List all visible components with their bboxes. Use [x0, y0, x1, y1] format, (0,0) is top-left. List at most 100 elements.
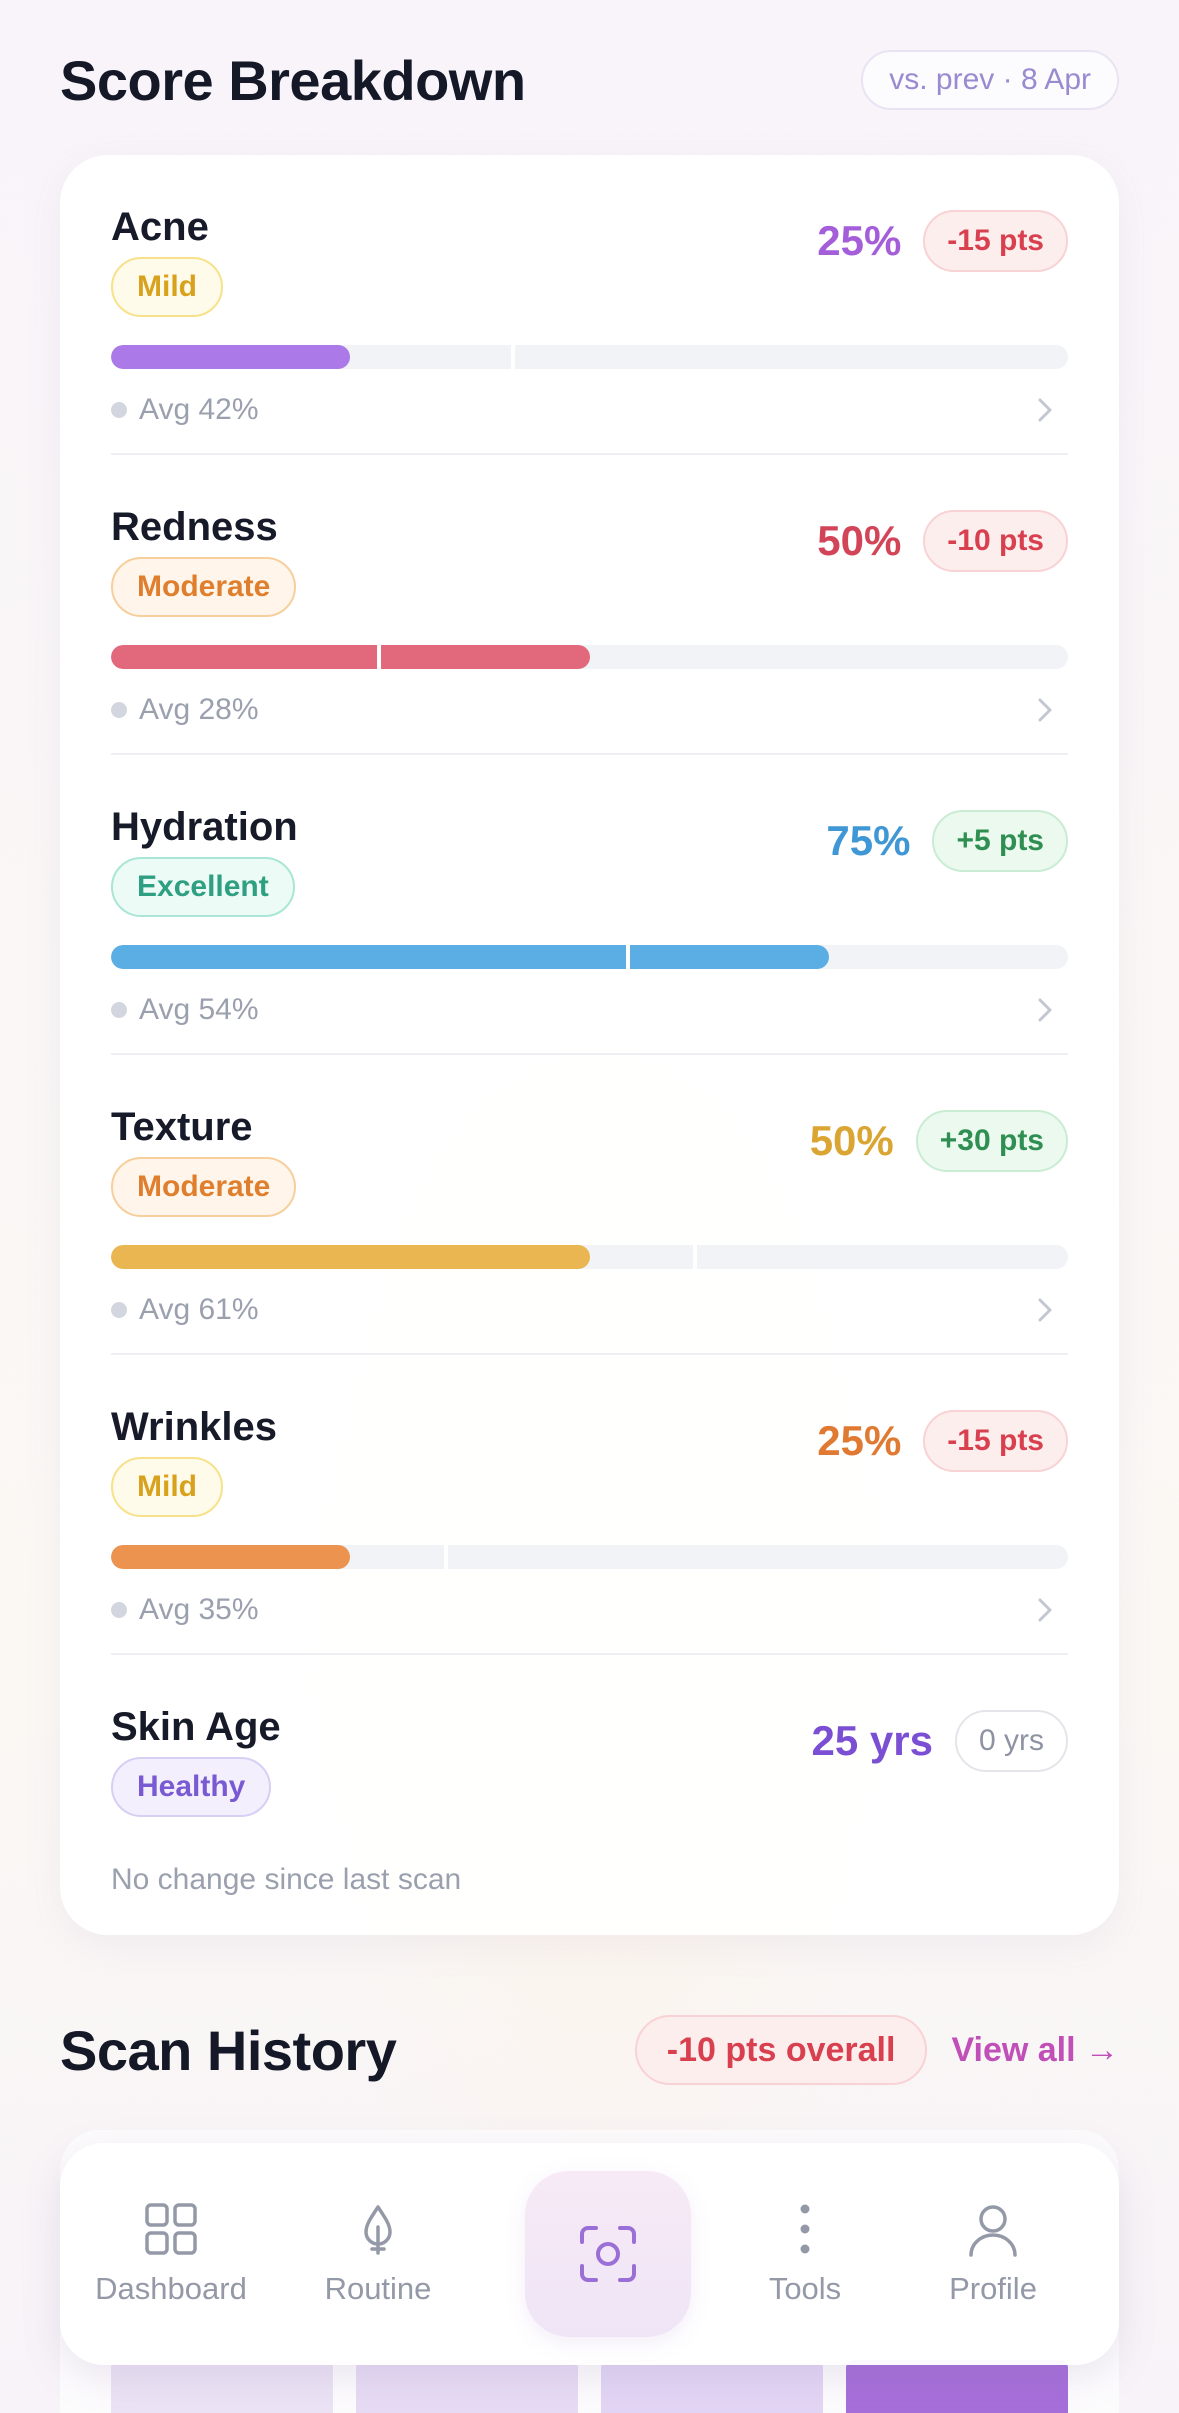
metric-progress-fill	[111, 1245, 590, 1269]
metric-delta: -15 pts	[923, 210, 1068, 272]
drop-icon	[364, 2205, 392, 2255]
metric-score: 25%	[817, 1417, 902, 1464]
metric-average-label: Avg 61%	[139, 1293, 259, 1326]
scan-button[interactable]	[525, 2171, 691, 2337]
metric-progress-fill	[111, 945, 829, 969]
dot-icon	[111, 402, 127, 418]
metric-wrinkles[interactable]: Wrinkles Mild 25% -15 pts Avg 35%	[111, 1355, 1068, 1655]
metric-average: Avg 61%	[111, 1293, 259, 1327]
metric-score-group: 25% -15 pts	[817, 1410, 1068, 1472]
metric-name: Hydration	[111, 805, 298, 849]
metric-badge: Moderate	[111, 1157, 297, 1217]
dot-icon	[111, 702, 127, 718]
metric-badge: Excellent	[111, 857, 295, 917]
metric-score: 25 yrs	[811, 1717, 933, 1764]
metric-name: Skin Age	[111, 1705, 281, 1749]
metric-skin-age[interactable]: Skin Age Healthy 25 yrs 0 yrs No change …	[111, 1655, 1068, 1935]
history-actions: -10 pts overall View all →	[634, 2015, 1119, 2085]
metric-delta: +5 pts	[932, 810, 1068, 872]
metric-score: 75%	[826, 817, 911, 864]
metric-delta: +30 pts	[915, 1110, 1068, 1172]
metric-average: Avg 54%	[111, 993, 259, 1027]
metric-name: Redness	[111, 505, 278, 549]
nav-label: Tools	[768, 2271, 842, 2306]
metric-acne[interactable]: Acne Mild 25% -15 pts Avg 42%	[111, 155, 1068, 455]
metric-note: No change since last scan	[111, 1863, 462, 1896]
metric-delta: -15 pts	[923, 1410, 1068, 1472]
metric-progress-fill	[111, 645, 590, 669]
metric-score-group: 75% +5 pts	[826, 810, 1068, 872]
chevron-right-icon[interactable]	[1030, 695, 1060, 725]
compare-pill[interactable]: vs. prev · 8 Apr	[861, 50, 1119, 110]
chevron-right-icon[interactable]	[1030, 1595, 1060, 1625]
metric-average-label: Avg 42%	[139, 393, 259, 426]
breakdown-card: Acne Mild 25% -15 pts Avg 42% Redness Moderate…	[60, 155, 1119, 1935]
breakdown-header: Score Breakdown vs. prev · 8 Apr	[60, 40, 1119, 120]
nav-tools[interactable]: Tools	[715, 2201, 895, 2307]
nav-label: Routine	[324, 2271, 432, 2306]
metric-progress-track	[111, 645, 1068, 669]
metric-score-group: 50% -10 pts	[817, 510, 1068, 572]
history-header: Scan History -10 pts overall View all →	[60, 2010, 1119, 2090]
metric-progress-track	[111, 945, 1068, 969]
scan-icon	[580, 2226, 636, 2282]
nav-label: Dashboard	[95, 2271, 247, 2306]
metric-redness[interactable]: Redness Moderate 50% -10 pts Avg 28%	[111, 455, 1068, 755]
dot-icon	[111, 1002, 127, 1018]
metric-average-label: Avg 35%	[139, 1593, 259, 1626]
metric-average-label: Avg 54%	[139, 993, 259, 1026]
metric-badge: Mild	[111, 1457, 223, 1517]
metric-hydration[interactable]: Hydration Excellent 75% +5 pts Avg 54%	[111, 755, 1068, 1055]
metric-badge: Moderate	[111, 557, 297, 617]
bottom-nav: Dashboard Routine Tools Profile	[60, 2143, 1119, 2365]
nav-label: Profile	[949, 2271, 1037, 2306]
metric-average-marker	[443, 1545, 448, 1569]
metric-texture[interactable]: Texture Moderate 50% +30 pts Avg 61%	[111, 1055, 1068, 1355]
metric-average-marker	[692, 1245, 697, 1269]
metric-average-label: Avg 28%	[139, 693, 259, 726]
metric-progress-track	[111, 1545, 1068, 1569]
metric-average: Avg 28%	[111, 693, 259, 727]
metric-progress-fill	[111, 345, 351, 369]
metric-progress-track	[111, 1245, 1068, 1269]
history-bar	[601, 2360, 823, 2413]
dot-icon	[111, 1302, 127, 1318]
metric-score: 25%	[817, 217, 902, 264]
metric-badge: Healthy	[111, 1757, 272, 1817]
metric-average-marker	[625, 945, 630, 969]
metric-score: 50%	[809, 1117, 894, 1164]
nav-dashboard[interactable]: Dashboard	[81, 2201, 261, 2307]
metric-delta: 0 yrs	[954, 1710, 1068, 1772]
metric-name: Wrinkles	[111, 1405, 277, 1449]
metric-average: Avg 42%	[111, 393, 259, 427]
chevron-right-icon[interactable]	[1030, 395, 1060, 425]
metric-name: Acne	[111, 205, 209, 249]
metric-score-group: 50% +30 pts	[810, 1110, 1068, 1172]
chevron-right-icon[interactable]	[1030, 995, 1060, 1025]
history-bar	[356, 2360, 578, 2413]
user-icon	[969, 2205, 1017, 2257]
history-title: Scan History	[60, 2018, 397, 2082]
more-vertical-icon	[800, 2204, 810, 2254]
metric-badge: Mild	[111, 257, 223, 317]
metric-average-marker	[510, 345, 515, 369]
nav-profile[interactable]: Profile	[903, 2201, 1083, 2307]
history-bar	[111, 2360, 333, 2413]
metric-score-group: 25 yrs 0 yrs	[812, 1710, 1068, 1772]
metric-progress-fill	[111, 1545, 351, 1569]
metric-average: Avg 35%	[111, 1593, 259, 1627]
metric-score: 50%	[817, 517, 902, 564]
history-bar	[846, 2360, 1068, 2413]
grid-icon	[145, 2203, 197, 2255]
metric-progress-track	[111, 345, 1068, 369]
metric-name: Texture	[111, 1105, 253, 1149]
metric-score-group: 25% -15 pts	[817, 210, 1068, 272]
metric-average-marker	[376, 645, 381, 669]
chevron-right-icon[interactable]	[1030, 1295, 1060, 1325]
nav-routine[interactable]: Routine	[288, 2201, 468, 2307]
dot-icon	[111, 1602, 127, 1618]
overall-delta-badge: -10 pts overall	[634, 2015, 928, 2085]
view-all-link[interactable]: View all →	[951, 2030, 1119, 2069]
breakdown-title: Score Breakdown	[60, 48, 526, 112]
metric-delta: -10 pts	[923, 510, 1068, 572]
